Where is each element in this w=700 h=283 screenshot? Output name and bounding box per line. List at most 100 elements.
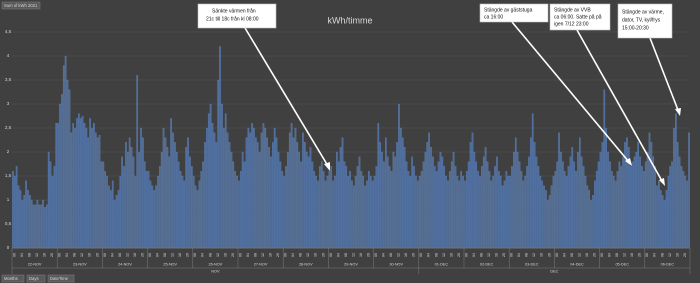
x-tick-label: 12 [80,253,84,257]
bar [224,113,227,249]
bar [545,190,547,249]
x-tick-label: 04 [427,253,431,257]
x-tick-label: 04 [517,253,521,257]
annotation-box [549,3,611,31]
x-tick-label: 08 [434,253,438,257]
y-tick-label: 1 [7,197,10,202]
bar [147,171,150,249]
bar [563,171,566,249]
field-button-label[interactable]: Months [4,276,18,281]
bar [658,180,660,249]
bar [486,161,489,249]
bar [94,132,97,249]
bar [343,161,346,249]
bar [174,142,176,249]
field-button[interactable] [26,274,46,283]
annotation-text: ca 16:00 [484,14,503,20]
series-button[interactable]: Sum of kWh 2021 [1,1,41,10]
bar [213,132,216,249]
bar [539,175,542,249]
bar [567,166,570,249]
bar [19,190,22,249]
series-button-box[interactable] [1,1,41,10]
day-label: 03-DEC [525,263,539,267]
bar [462,175,464,249]
series-name[interactable]: Sum of kWh 2021 [4,3,38,8]
x-tick-label: 12 [397,253,401,257]
bar [541,180,543,249]
bar [255,137,257,249]
bar [334,175,336,249]
bar [422,161,425,249]
field-button[interactable] [1,274,25,283]
bar [447,180,449,249]
day-label: 04-DEC [570,263,584,267]
field-button[interactable] [47,274,75,283]
bar [228,142,231,249]
annotation: Stängde av gäststuga ca 16:00 [479,3,549,23]
x-tick-label: 08 [118,253,122,257]
bar [659,190,662,249]
bar [375,166,378,249]
bar [373,175,376,249]
bar [110,190,112,249]
bar [675,113,677,249]
bar [142,137,144,249]
bar [275,137,278,249]
bar [175,151,178,249]
bar [415,175,417,249]
bar [140,127,142,249]
annotation-arrow [244,27,329,167]
bar [637,142,640,249]
bar [671,161,673,249]
x-tick-label: 08 [389,253,393,257]
x-tick-label: 04 [201,253,205,257]
bar [386,156,389,249]
bar [326,175,329,249]
bar [119,175,122,249]
annotation-box [617,3,673,39]
x-tick-label: 12 [442,253,446,257]
bar [614,180,617,249]
bar [437,161,440,249]
bar [25,180,27,249]
plot-area: 00,511,522,533,544,500 04 08 12 16 20 00 04 08 12… [5,29,691,274]
bar [676,142,679,249]
bar [313,171,316,249]
field-buttons[interactable]: Months Days DateTime [1,274,75,283]
x-tick-label: 00 [645,253,649,257]
bar [191,166,193,249]
bar [239,171,242,249]
bar [582,166,585,249]
x-tick-label: 16 [585,253,589,257]
bar [44,207,46,249]
x-tick-label: 12 [351,253,355,257]
bar [270,156,272,249]
field-button-label[interactable]: DateTime [50,276,69,281]
field-button-label[interactable]: Days [29,276,39,281]
bar [643,171,645,249]
bar [121,156,123,249]
bar [464,180,466,249]
bar [379,142,381,249]
bar [34,204,37,249]
bar [354,175,357,249]
bar [595,171,598,249]
bar [682,171,685,249]
x-tick-label: 00 [464,253,468,257]
bar [256,142,259,249]
x-tick-label: 08 [525,253,529,257]
x-tick-label: 08 [208,253,212,257]
bar [198,180,201,249]
bar [428,132,430,249]
bar [315,175,317,249]
bar [209,103,212,249]
bar [518,161,521,249]
x-tick-label: 20 [95,253,99,257]
bar [400,127,402,249]
bar [61,94,63,249]
bar [307,156,310,249]
y-tick-label: 4 [7,53,10,58]
annotation-arrows [244,21,681,186]
bar [337,161,340,249]
